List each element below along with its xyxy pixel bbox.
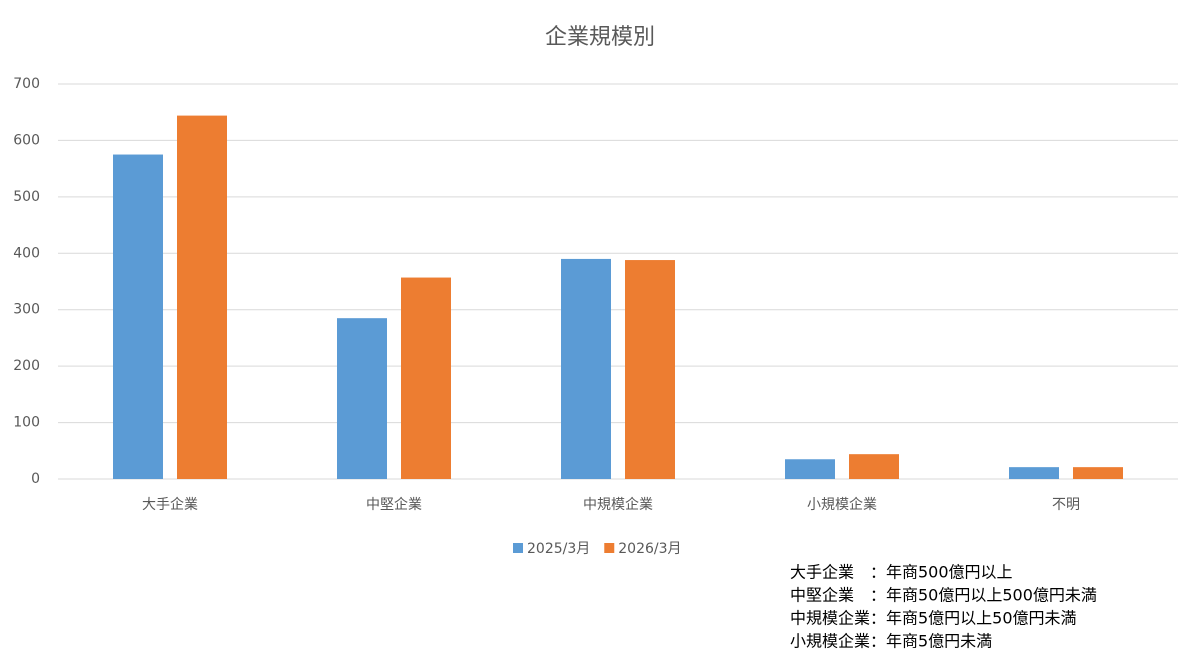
y-tick-label: 0 [31, 471, 40, 487]
y-tick-label: 300 [13, 302, 40, 318]
legend-label: 2025/3月 [527, 541, 590, 557]
bar [1009, 467, 1059, 479]
y-tick-label: 200 [13, 358, 40, 374]
bar [849, 454, 899, 479]
bar [337, 318, 387, 479]
legend-label: 2026/3月 [618, 541, 681, 557]
annotation: 中堅企業 ：年商50億円以上500億円未満 [790, 586, 1097, 605]
y-tick-label: 100 [13, 415, 40, 431]
y-tick-label: 600 [13, 132, 40, 148]
legend-swatch [604, 543, 615, 553]
y-tick-label: 400 [13, 245, 40, 261]
annotation: 大手企業 ：年商500億円以上 [790, 563, 1013, 582]
y-tick-label: 500 [13, 189, 40, 205]
bar [561, 258, 611, 479]
bar [785, 459, 835, 479]
x-tick-label: 中規模企業 [583, 496, 653, 513]
bar [177, 115, 227, 479]
bar [401, 277, 451, 479]
annotation: 中規模企業：年商5億円以上50億円未満 [790, 609, 1077, 628]
x-tick-label: 不明 [1052, 497, 1080, 513]
bar [625, 260, 675, 479]
x-tick-label: 小規模企業 [807, 496, 877, 513]
chart-title: 企業規模別 [545, 25, 655, 50]
bar [113, 154, 163, 480]
annotation: 小規模企業：年商5億円未満 [790, 632, 992, 651]
x-tick-label: 中堅企業 [366, 496, 422, 513]
bar [1073, 467, 1123, 479]
legend-swatch [513, 543, 523, 553]
y-tick-label: 700 [13, 76, 40, 92]
x-tick-label: 大手企業 [142, 496, 198, 513]
